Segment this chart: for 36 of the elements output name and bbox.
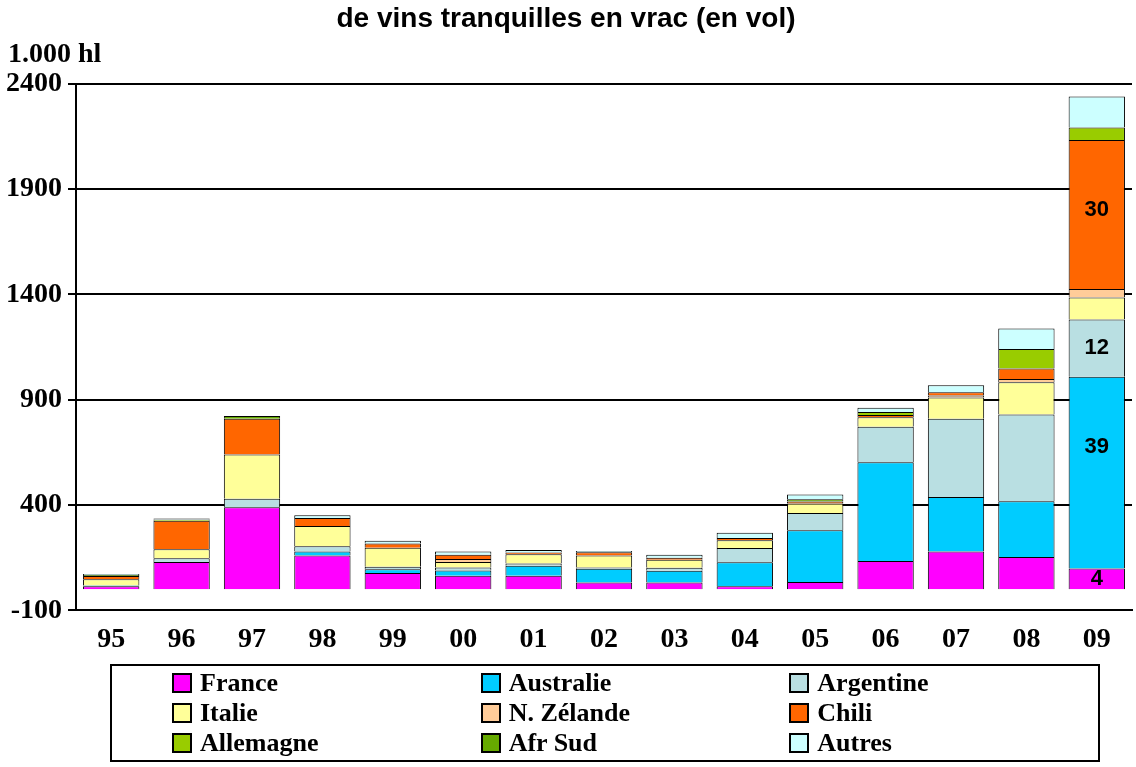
x-tick-label: 97 — [238, 622, 266, 654]
x-tick-label: 98 — [308, 622, 337, 654]
legend-label: Afr Sud — [507, 728, 599, 758]
legend-label: France — [199, 668, 279, 698]
x-tick-label: 04 — [730, 622, 759, 654]
annotation: 4 — [1090, 564, 1104, 590]
x-tick-label: 99 — [378, 622, 407, 654]
legend-label: Italie — [199, 698, 259, 728]
x-tick-label: 03 — [660, 622, 689, 654]
x-tick-label: 00 — [449, 622, 478, 654]
y-tick-label: -100 — [10, 592, 62, 624]
y-axis-title: 1.000 hl — [8, 37, 102, 68]
x-tick-label: 95 — [97, 622, 126, 654]
x-tick-label: 07 — [942, 622, 970, 654]
x-tick-label: 02 — [590, 622, 618, 654]
annotation: 39 — [1084, 432, 1110, 458]
y-tick-label: 400 — [20, 487, 62, 519]
annotation: 30 — [1084, 196, 1110, 222]
annotation: 12 — [1084, 334, 1110, 360]
y-tick-label: 1900 — [6, 171, 62, 203]
x-tick-label: 06 — [871, 622, 900, 654]
x-tick-label: 05 — [801, 622, 830, 654]
y-tick-label: 1400 — [6, 276, 62, 308]
legend-label: Argentine — [816, 668, 930, 698]
x-tick-label: 96 — [167, 622, 196, 654]
x-tick-label: 01 — [519, 622, 548, 654]
y-tick-label: 900 — [20, 381, 62, 413]
legend-label: Australie — [507, 668, 613, 698]
x-tick-label: 08 — [1012, 622, 1041, 654]
y-tick-label: 2400 — [6, 65, 62, 97]
legend-label: Chili — [816, 698, 874, 728]
x-tick-label: 09 — [1082, 622, 1111, 654]
legend-label: Autres — [816, 728, 893, 758]
legend-label: Allemagne — [199, 728, 320, 758]
legend-label: N. Zélande — [507, 698, 631, 728]
chart-title: de vins tranquilles en vrac (en vol) — [336, 1, 796, 33]
